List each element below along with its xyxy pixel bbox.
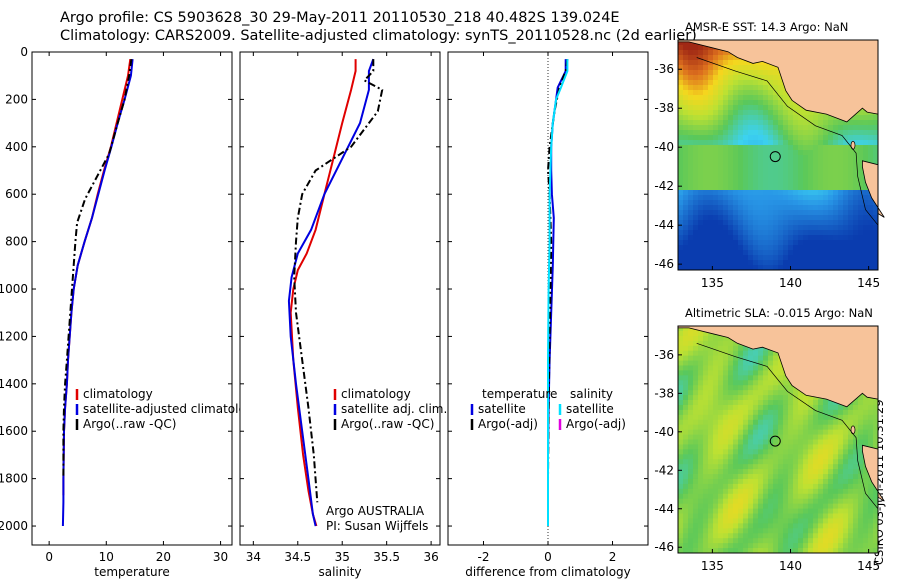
depth-tick-label: 1000 xyxy=(0,282,28,296)
title-line-2: Climatology: CARS2009. Satellite-adjuste… xyxy=(60,28,697,44)
depth-tick-label: 1200 xyxy=(0,329,28,343)
title-line-1: Argo profile: CS 5903628_30 29-May-2011 … xyxy=(60,10,620,26)
legend-label: Argo(-adj) xyxy=(478,417,538,431)
panel-2-xtick-label: 35.5 xyxy=(373,550,400,564)
panel-1-legend-label: satellite-adjusted climatology xyxy=(83,402,261,416)
panel-3-xtick-label: -2 xyxy=(477,550,489,564)
legend-heading: salinity xyxy=(570,387,613,401)
sla-map-ytick-label: -36 xyxy=(654,348,674,362)
panel-3-series-line xyxy=(547,59,569,526)
sst-map-ytick-label: -44 xyxy=(654,218,674,232)
shelf-contour xyxy=(696,342,879,510)
depth-tick-label: 1400 xyxy=(0,377,28,391)
panel-2-series-line xyxy=(289,59,357,527)
panel-1-xtick-label: 0 xyxy=(45,550,53,564)
panel-2-series-line xyxy=(293,59,384,503)
sla-map-frame xyxy=(677,325,879,554)
sst-map-ytick-label: -42 xyxy=(654,179,674,193)
panel-2-legend-label: satellite adj. clim. xyxy=(341,402,447,416)
panel-2-xtick-label: 34.5 xyxy=(284,550,311,564)
island-shape xyxy=(850,425,856,435)
sla-map-xtick-label: 140 xyxy=(779,559,802,573)
panel-2-xtick-label: 34 xyxy=(246,550,261,564)
sla-map-xtick-label: 145 xyxy=(857,559,880,573)
panel-3-xlabel: difference from climatology xyxy=(465,565,631,579)
island-shape xyxy=(850,140,856,150)
sla-map-title: Altimetric SLA: -0.015 Argo: NaN xyxy=(685,306,873,320)
depth-tick-label: 800 xyxy=(5,235,28,249)
panel-1-xlabel: temperature xyxy=(94,565,169,579)
panel-2-xtick-label: 35 xyxy=(335,550,350,564)
legend-heading: temperature xyxy=(482,387,557,401)
panel-2-series-line xyxy=(287,58,375,527)
panel-1-frame xyxy=(31,51,233,546)
sst-map-ytick-label: -40 xyxy=(654,140,674,154)
mainland-shape xyxy=(677,39,879,123)
sla-map-ytick-label: -44 xyxy=(654,502,674,516)
sla-map-ytick-label: -40 xyxy=(654,425,674,439)
panel-1-xtick-label: 30 xyxy=(213,550,228,564)
sst-map-frame xyxy=(677,39,879,271)
panel-3-xtick-label: 2 xyxy=(609,550,617,564)
pi-label: PI: Susan Wijffels xyxy=(326,519,428,533)
depth-tick-label: 1800 xyxy=(0,472,28,486)
panel-1-xtick-label: 20 xyxy=(156,550,171,564)
depth-tick-label: 2000 xyxy=(0,519,28,533)
sst-map-xtick-label: 135 xyxy=(701,276,724,290)
sla-map-ytick-label: -38 xyxy=(654,386,674,400)
sst-map-ytick-label: -36 xyxy=(654,62,674,76)
panel-2-legend-label: Argo(..raw -QC) xyxy=(341,417,434,431)
depth-tick-label: 0 xyxy=(20,45,28,59)
depth-tick-label: 400 xyxy=(5,140,28,154)
panel-2-xtick-label: 36 xyxy=(423,550,438,564)
sla-map-xtick-label: 135 xyxy=(701,559,724,573)
sla-map-field xyxy=(678,326,879,554)
depth-tick-label: 1600 xyxy=(0,424,28,438)
sst-map-ytick-label: -46 xyxy=(654,257,674,271)
sst-map-ytick-label: -38 xyxy=(654,101,674,115)
mainland-shape xyxy=(677,325,879,408)
depth-tick-label: 200 xyxy=(5,92,28,106)
panel-2-legend-label: climatology xyxy=(341,387,411,401)
float-position-marker xyxy=(769,435,781,447)
sst-map-xtick-label: 140 xyxy=(779,276,802,290)
panel-1-legend-label: Argo(..raw -QC) xyxy=(83,417,176,431)
legend-label: satellite xyxy=(478,402,526,416)
legend-label: satellite xyxy=(566,402,614,416)
sla-map-ytick-label: -42 xyxy=(654,463,674,477)
institution-label: Argo AUSTRALIA xyxy=(326,504,425,518)
panel-3-xtick-label: 0 xyxy=(544,550,552,564)
sla-map-ytick-label: -46 xyxy=(654,540,674,554)
panel-1-legend-label: climatology xyxy=(83,387,153,401)
panel-2-frame xyxy=(239,51,441,546)
depth-tick-label: 600 xyxy=(5,187,28,201)
panel-1-xtick-label: 10 xyxy=(99,550,114,564)
sst-map-title: AMSR-E SST: 14.3 Argo: NaN xyxy=(685,20,849,34)
legend-label: Argo(-adj) xyxy=(566,417,626,431)
shelf-contour xyxy=(696,57,879,226)
panel-2-xlabel: salinity xyxy=(318,565,361,579)
panel-3-series-line xyxy=(546,58,569,479)
float-position-marker xyxy=(769,151,781,163)
sst-map-xtick-label: 145 xyxy=(857,276,880,290)
panel-1-series-line xyxy=(62,58,133,479)
